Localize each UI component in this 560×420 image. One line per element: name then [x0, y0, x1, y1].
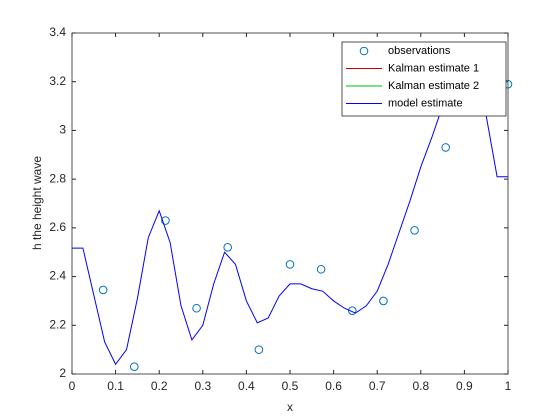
observation-point	[254, 345, 264, 354]
observation-point	[348, 306, 357, 315]
observation-point	[410, 225, 419, 235]
observation-point	[161, 216, 170, 225]
observation-point	[379, 296, 388, 306]
x-tick-label: 0.7	[369, 379, 386, 393]
x-tick-label: 0.2	[151, 379, 168, 393]
y-tick-label: 2.2	[49, 317, 66, 331]
x-tick-label: 0.4	[238, 379, 255, 393]
observation-point	[130, 362, 139, 371]
x-tick-label: 0.3	[194, 379, 211, 393]
observation-point	[441, 143, 450, 152]
x-tick-label: 0	[69, 379, 76, 393]
observation-point	[316, 264, 326, 274]
observation-point	[285, 260, 295, 269]
x-tick-label: 0.9	[456, 379, 473, 393]
legend: observations Kalman estimate 1 Kalman esti…	[341, 41, 507, 117]
legend-marker	[359, 46, 369, 56]
x-tick-label: 1	[505, 379, 512, 393]
y-tick-label: 3.2	[49, 74, 66, 88]
x-tick-label: 0.1	[107, 379, 124, 393]
x-tick-label: 0.6	[325, 379, 342, 393]
legend-label: Kalman estimate 2	[388, 80, 479, 92]
x-tick-label: 0.5	[282, 379, 299, 393]
y-tick-label: 3.4	[49, 25, 66, 39]
y-axis-label: h the height wave	[30, 156, 44, 250]
legend-label: observations	[388, 45, 451, 57]
observation-point	[223, 243, 232, 252]
observation-point	[192, 303, 201, 313]
y-tick-label: 2	[59, 366, 66, 380]
legend-label: model estimate	[388, 97, 463, 109]
y-tick-label: 2.4	[49, 269, 66, 283]
y-tick-label: 3	[59, 123, 66, 137]
x-tick-label: 0.8	[412, 379, 429, 393]
x-axis-label: x	[287, 400, 293, 414]
y-tick-label: 2.8	[49, 171, 66, 185]
observation-point	[98, 285, 108, 295]
legend-label: Kalman estimate 1	[388, 62, 479, 74]
y-tick-label: 2.6	[49, 220, 66, 234]
series-line	[72, 69, 508, 366]
